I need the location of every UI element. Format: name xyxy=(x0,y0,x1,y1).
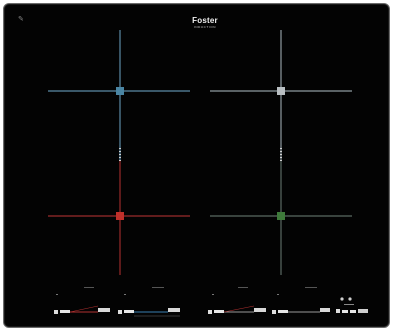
timer-minus-button[interactable] xyxy=(342,310,348,313)
zone-front-right-hub xyxy=(277,212,285,220)
slider-rear-left[interactable] xyxy=(118,308,180,317)
zone-front-right[interactable] xyxy=(210,160,352,275)
zone-rear-right[interactable] xyxy=(210,30,352,160)
lock-icon[interactable] xyxy=(348,297,352,301)
zone-front-left[interactable] xyxy=(48,160,190,275)
brand-subtitle: INDUCTION xyxy=(193,25,217,29)
power-icon[interactable] xyxy=(340,297,344,301)
timer-label-bar xyxy=(344,304,354,305)
control-panel-left xyxy=(54,287,180,317)
function-keys xyxy=(336,297,368,313)
timer-display xyxy=(358,309,368,313)
slider-front-right[interactable] xyxy=(208,305,266,314)
zone-front-left-hub xyxy=(116,212,124,220)
zone-rear-right-hub xyxy=(277,87,285,95)
control-panel-right xyxy=(208,287,330,314)
timer-plus-button[interactable] xyxy=(350,310,356,313)
bridge-indicator-right xyxy=(280,148,282,161)
timer-icon[interactable] xyxy=(336,309,340,313)
zone-rear-left[interactable] xyxy=(48,30,190,160)
induction-hob-surface: ✎ Foster INDUCTION xyxy=(3,3,390,328)
slider-front-left[interactable] xyxy=(54,305,110,314)
slider-rear-right[interactable] xyxy=(272,308,330,314)
zone-rear-left-hub xyxy=(116,87,124,95)
brand-name: Foster xyxy=(192,16,218,25)
brand-logo: Foster INDUCTION xyxy=(188,16,222,30)
corner-symbol-icon: ✎ xyxy=(18,16,24,23)
bridge-indicator-left xyxy=(119,148,121,161)
